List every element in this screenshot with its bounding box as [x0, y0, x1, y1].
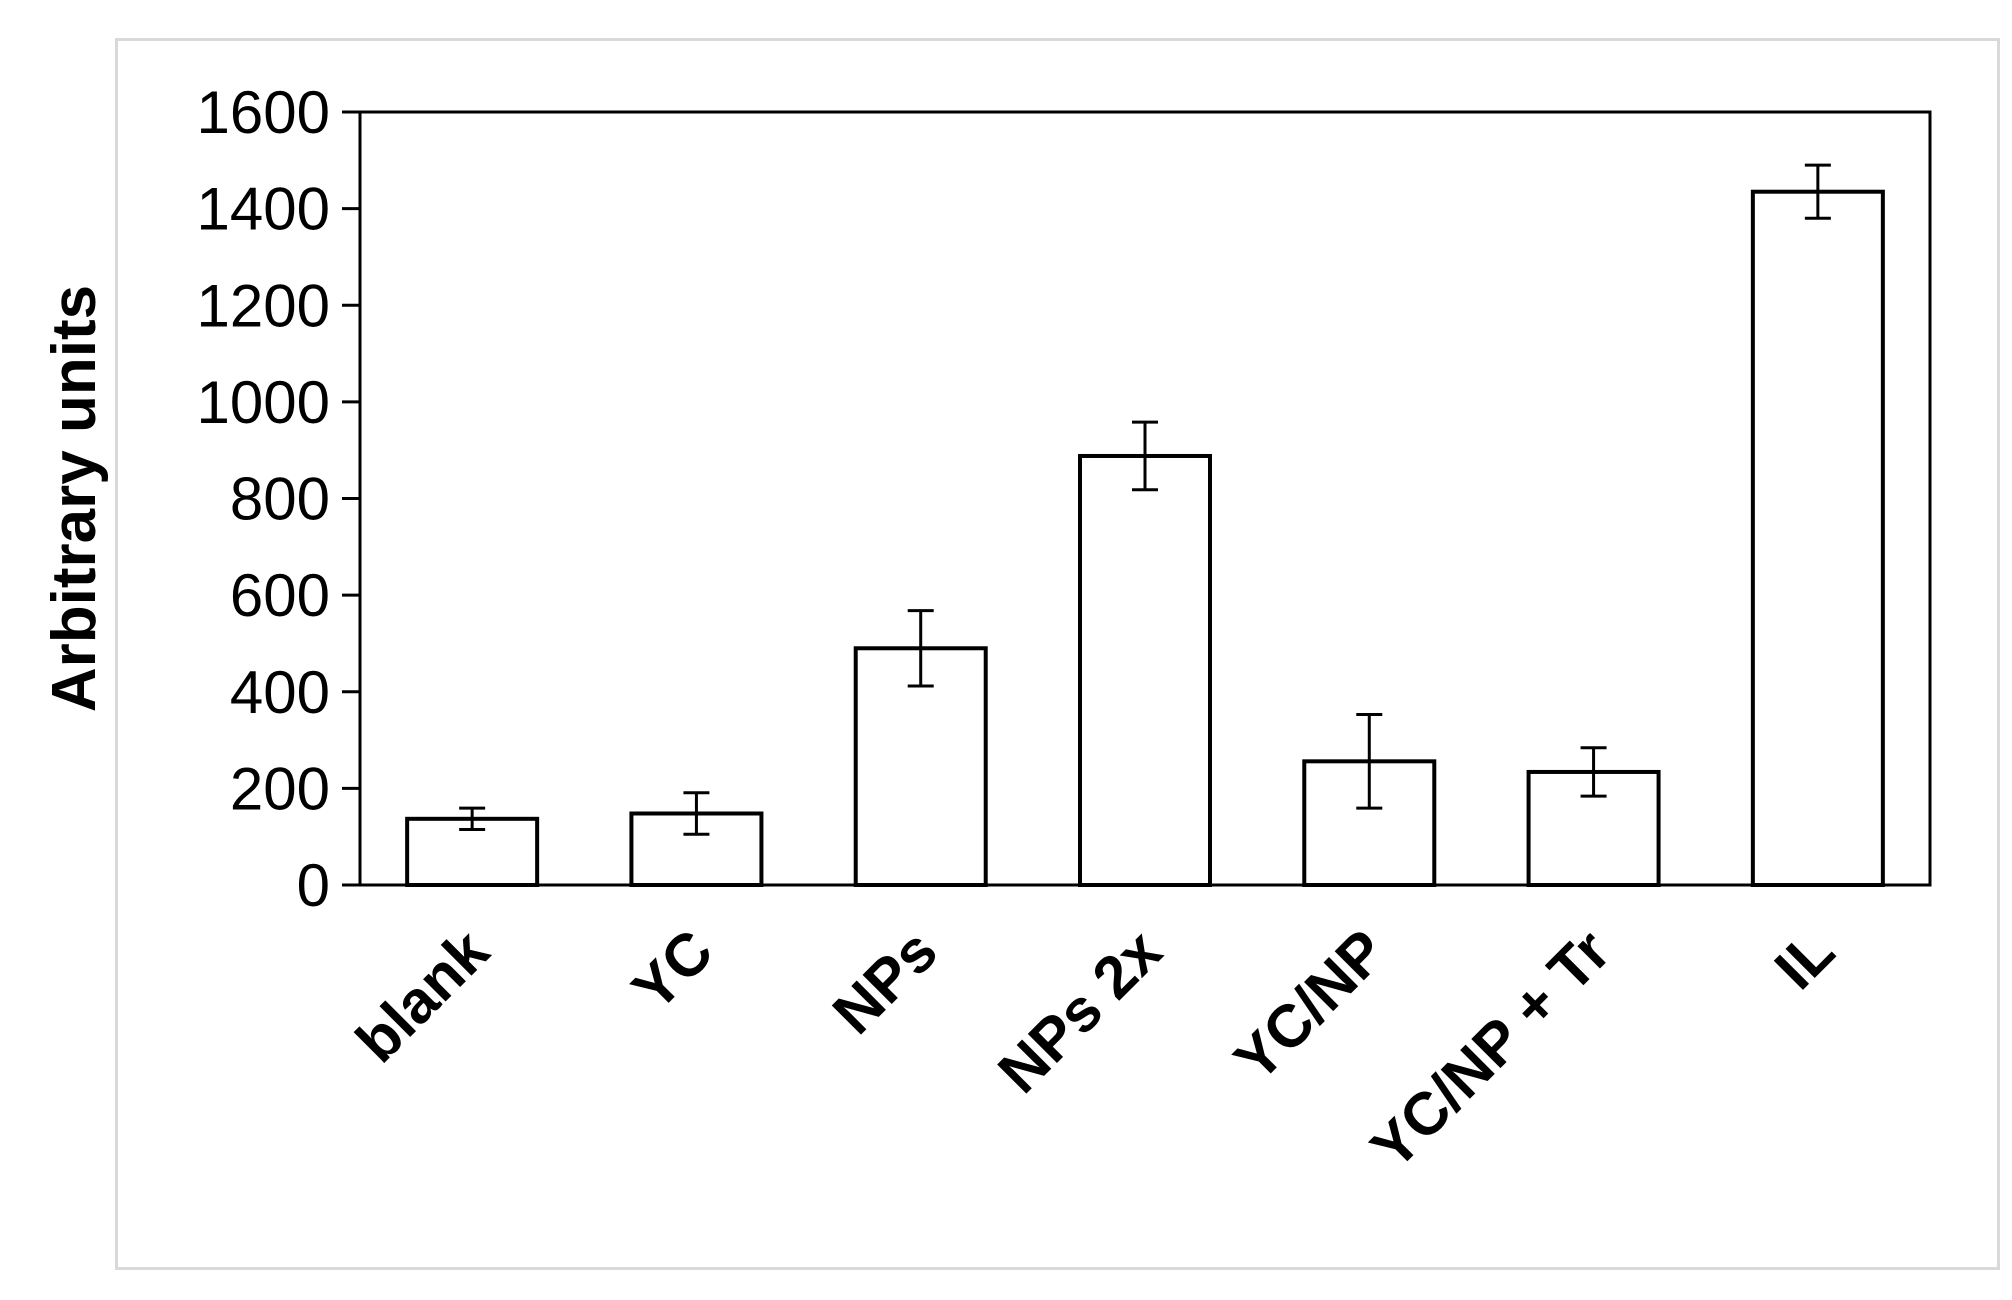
x-tick-label-0: blank [343, 916, 502, 1075]
bar-3 [1078, 453, 1212, 887]
error-bar-3 [1132, 420, 1158, 492]
y-axis-label: Arbitrary units [40, 285, 109, 712]
y-tick-label-1: 200 [230, 755, 330, 822]
bar-4 [1302, 759, 1437, 888]
error-bar-0 [459, 806, 486, 831]
y-tick-label-0: 0 [297, 852, 330, 919]
bar-6 [1750, 189, 1885, 887]
error-bars-group [459, 163, 1831, 836]
y-tick-labels: 0 200 400 600 800 1000 1200 1400 1600 [197, 79, 330, 919]
x-tick-label-1: YC [619, 917, 725, 1023]
x-tick-label-4: YC/NP [1221, 917, 1398, 1094]
x-tick-label-6: IL [1762, 917, 1847, 1002]
y-tick-label-6: 1200 [197, 272, 330, 339]
error-bar-2 [907, 609, 934, 688]
error-bar-4 [1356, 712, 1383, 810]
error-bar-6 [1804, 163, 1831, 220]
error-bar-1 [683, 791, 710, 836]
x-tick-label-2: NPs [820, 917, 950, 1047]
y-tick-label-3: 600 [230, 562, 330, 629]
x-tick-label-3: NPs 2x [985, 917, 1174, 1106]
axes-group [342, 110, 360, 887]
error-bar-5 [1580, 746, 1607, 798]
y-tick-label-7: 1400 [197, 176, 330, 243]
y-tick-label-8: 1600 [197, 79, 330, 146]
y-tick-label-2: 400 [230, 659, 330, 726]
y-tick-label-4: 800 [230, 466, 330, 533]
bars-group [405, 189, 1885, 888]
x-tick-label-5: YC/NP + Tr [1358, 917, 1623, 1182]
figure-frame [115, 38, 2000, 1270]
y-tick-label-5: 1000 [197, 369, 330, 436]
